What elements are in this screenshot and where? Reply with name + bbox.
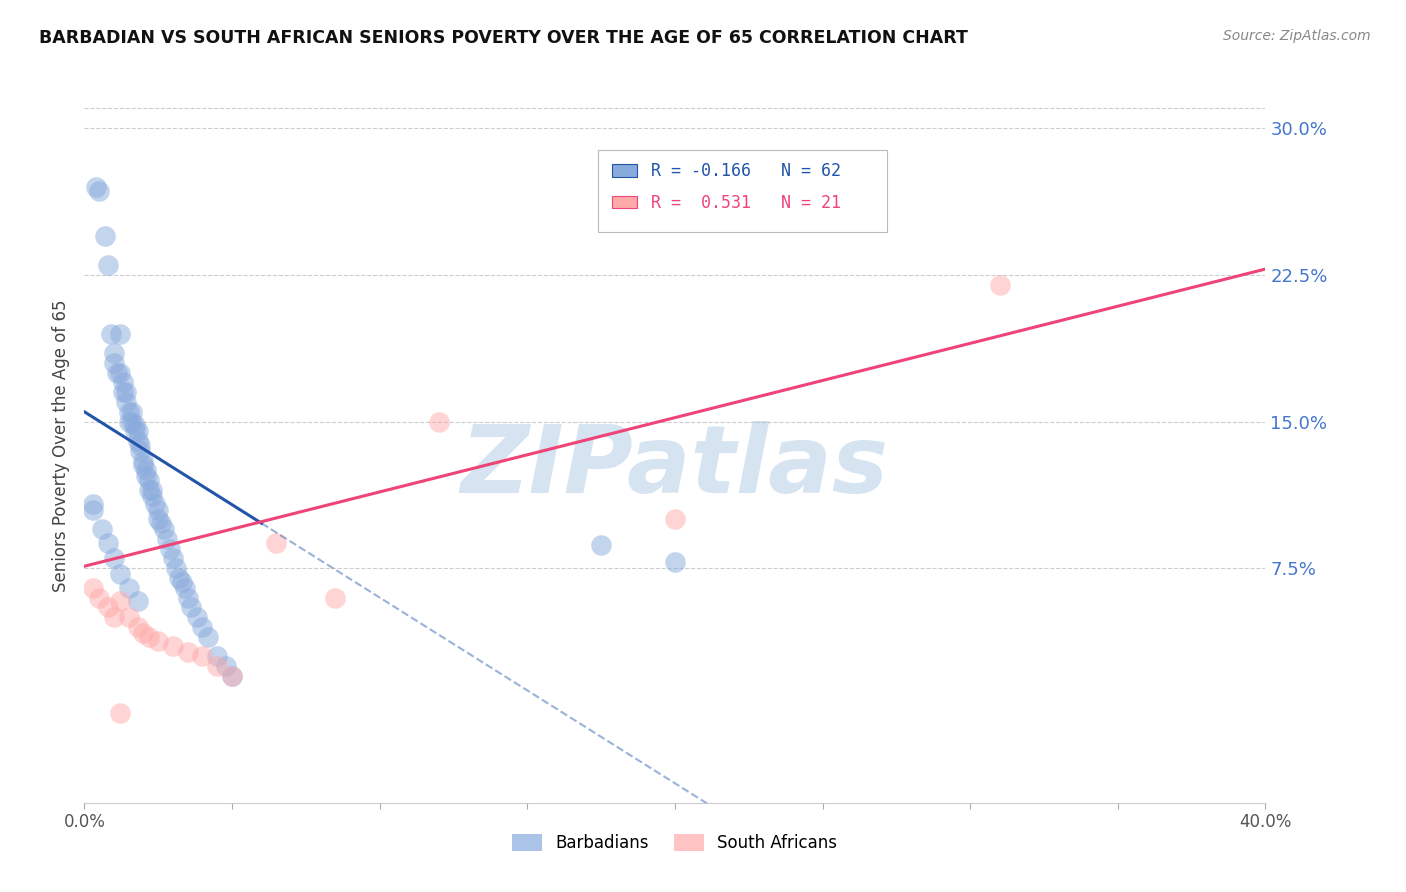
Point bbox=[191, 620, 214, 634]
Point bbox=[100, 326, 122, 341]
Point bbox=[114, 385, 136, 400]
Point bbox=[664, 512, 686, 526]
Point bbox=[221, 669, 243, 683]
Point bbox=[162, 551, 184, 566]
Point bbox=[207, 649, 229, 664]
Point bbox=[186, 610, 208, 624]
Point bbox=[167, 571, 190, 585]
Point bbox=[108, 326, 131, 341]
Point bbox=[127, 594, 149, 608]
Bar bbox=[612, 164, 637, 177]
Point bbox=[325, 591, 347, 605]
Point bbox=[591, 538, 613, 552]
Point bbox=[87, 184, 111, 198]
Point bbox=[156, 532, 179, 546]
Point bbox=[84, 180, 107, 194]
Point bbox=[148, 502, 170, 516]
Text: R = -0.166   N = 62: R = -0.166 N = 62 bbox=[651, 162, 841, 180]
Legend: Barbadians, South Africans: Barbadians, South Africans bbox=[506, 827, 844, 859]
Point bbox=[135, 463, 157, 477]
Point bbox=[207, 659, 229, 673]
Point bbox=[124, 418, 146, 433]
Point bbox=[127, 434, 149, 449]
Point bbox=[215, 659, 238, 673]
Point bbox=[103, 356, 125, 370]
Point bbox=[148, 512, 170, 526]
Point bbox=[118, 610, 141, 624]
Point bbox=[108, 366, 131, 380]
Text: ZIPatlas: ZIPatlas bbox=[461, 421, 889, 514]
Point bbox=[141, 483, 163, 497]
Point bbox=[82, 581, 104, 595]
Point bbox=[111, 376, 134, 390]
Point bbox=[988, 277, 1011, 292]
Point bbox=[108, 594, 131, 608]
Bar bbox=[612, 195, 637, 209]
Text: R =  0.531   N = 21: R = 0.531 N = 21 bbox=[651, 194, 841, 211]
Text: Source: ZipAtlas.com: Source: ZipAtlas.com bbox=[1223, 29, 1371, 43]
Point bbox=[221, 669, 243, 683]
Point bbox=[127, 425, 149, 439]
Point bbox=[427, 415, 450, 429]
Point bbox=[191, 649, 214, 664]
Point bbox=[121, 405, 143, 419]
Point bbox=[108, 706, 131, 720]
Point bbox=[103, 551, 125, 566]
Point bbox=[111, 385, 134, 400]
Point bbox=[127, 620, 149, 634]
Point bbox=[138, 483, 160, 497]
Point bbox=[103, 610, 125, 624]
Point bbox=[177, 645, 200, 659]
Point bbox=[103, 346, 125, 360]
Point bbox=[664, 555, 686, 569]
Y-axis label: Seniors Poverty Over the Age of 65: Seniors Poverty Over the Age of 65 bbox=[52, 300, 70, 592]
Point bbox=[180, 600, 202, 615]
FancyBboxPatch shape bbox=[598, 150, 887, 232]
Point bbox=[97, 258, 120, 272]
Point bbox=[165, 561, 187, 575]
Point bbox=[177, 591, 200, 605]
Point bbox=[135, 469, 157, 483]
Point bbox=[132, 625, 155, 640]
Point bbox=[132, 453, 155, 467]
Point bbox=[173, 581, 195, 595]
Point bbox=[114, 395, 136, 409]
Point bbox=[87, 591, 111, 605]
Point bbox=[108, 567, 131, 582]
Point bbox=[170, 574, 193, 589]
Point bbox=[91, 522, 114, 536]
Point bbox=[129, 438, 152, 452]
Point bbox=[105, 366, 128, 380]
Point bbox=[162, 640, 184, 654]
Point bbox=[118, 415, 141, 429]
Point bbox=[94, 228, 117, 243]
Point bbox=[266, 535, 288, 549]
Point bbox=[82, 502, 104, 516]
Point bbox=[118, 581, 141, 595]
Point bbox=[159, 541, 181, 556]
Point bbox=[138, 630, 160, 644]
Point bbox=[148, 633, 170, 648]
Point bbox=[118, 405, 141, 419]
Text: BARBADIAN VS SOUTH AFRICAN SENIORS POVERTY OVER THE AGE OF 65 CORRELATION CHART: BARBADIAN VS SOUTH AFRICAN SENIORS POVER… bbox=[39, 29, 969, 46]
Point bbox=[197, 630, 219, 644]
Point bbox=[141, 489, 163, 503]
Point bbox=[82, 497, 104, 511]
Point bbox=[97, 535, 120, 549]
Point bbox=[124, 425, 146, 439]
Point bbox=[143, 497, 166, 511]
Point bbox=[129, 443, 152, 458]
Point bbox=[132, 458, 155, 472]
Point bbox=[121, 415, 143, 429]
Point bbox=[97, 600, 120, 615]
Point bbox=[153, 522, 176, 536]
Point bbox=[138, 473, 160, 487]
Point bbox=[150, 516, 173, 531]
